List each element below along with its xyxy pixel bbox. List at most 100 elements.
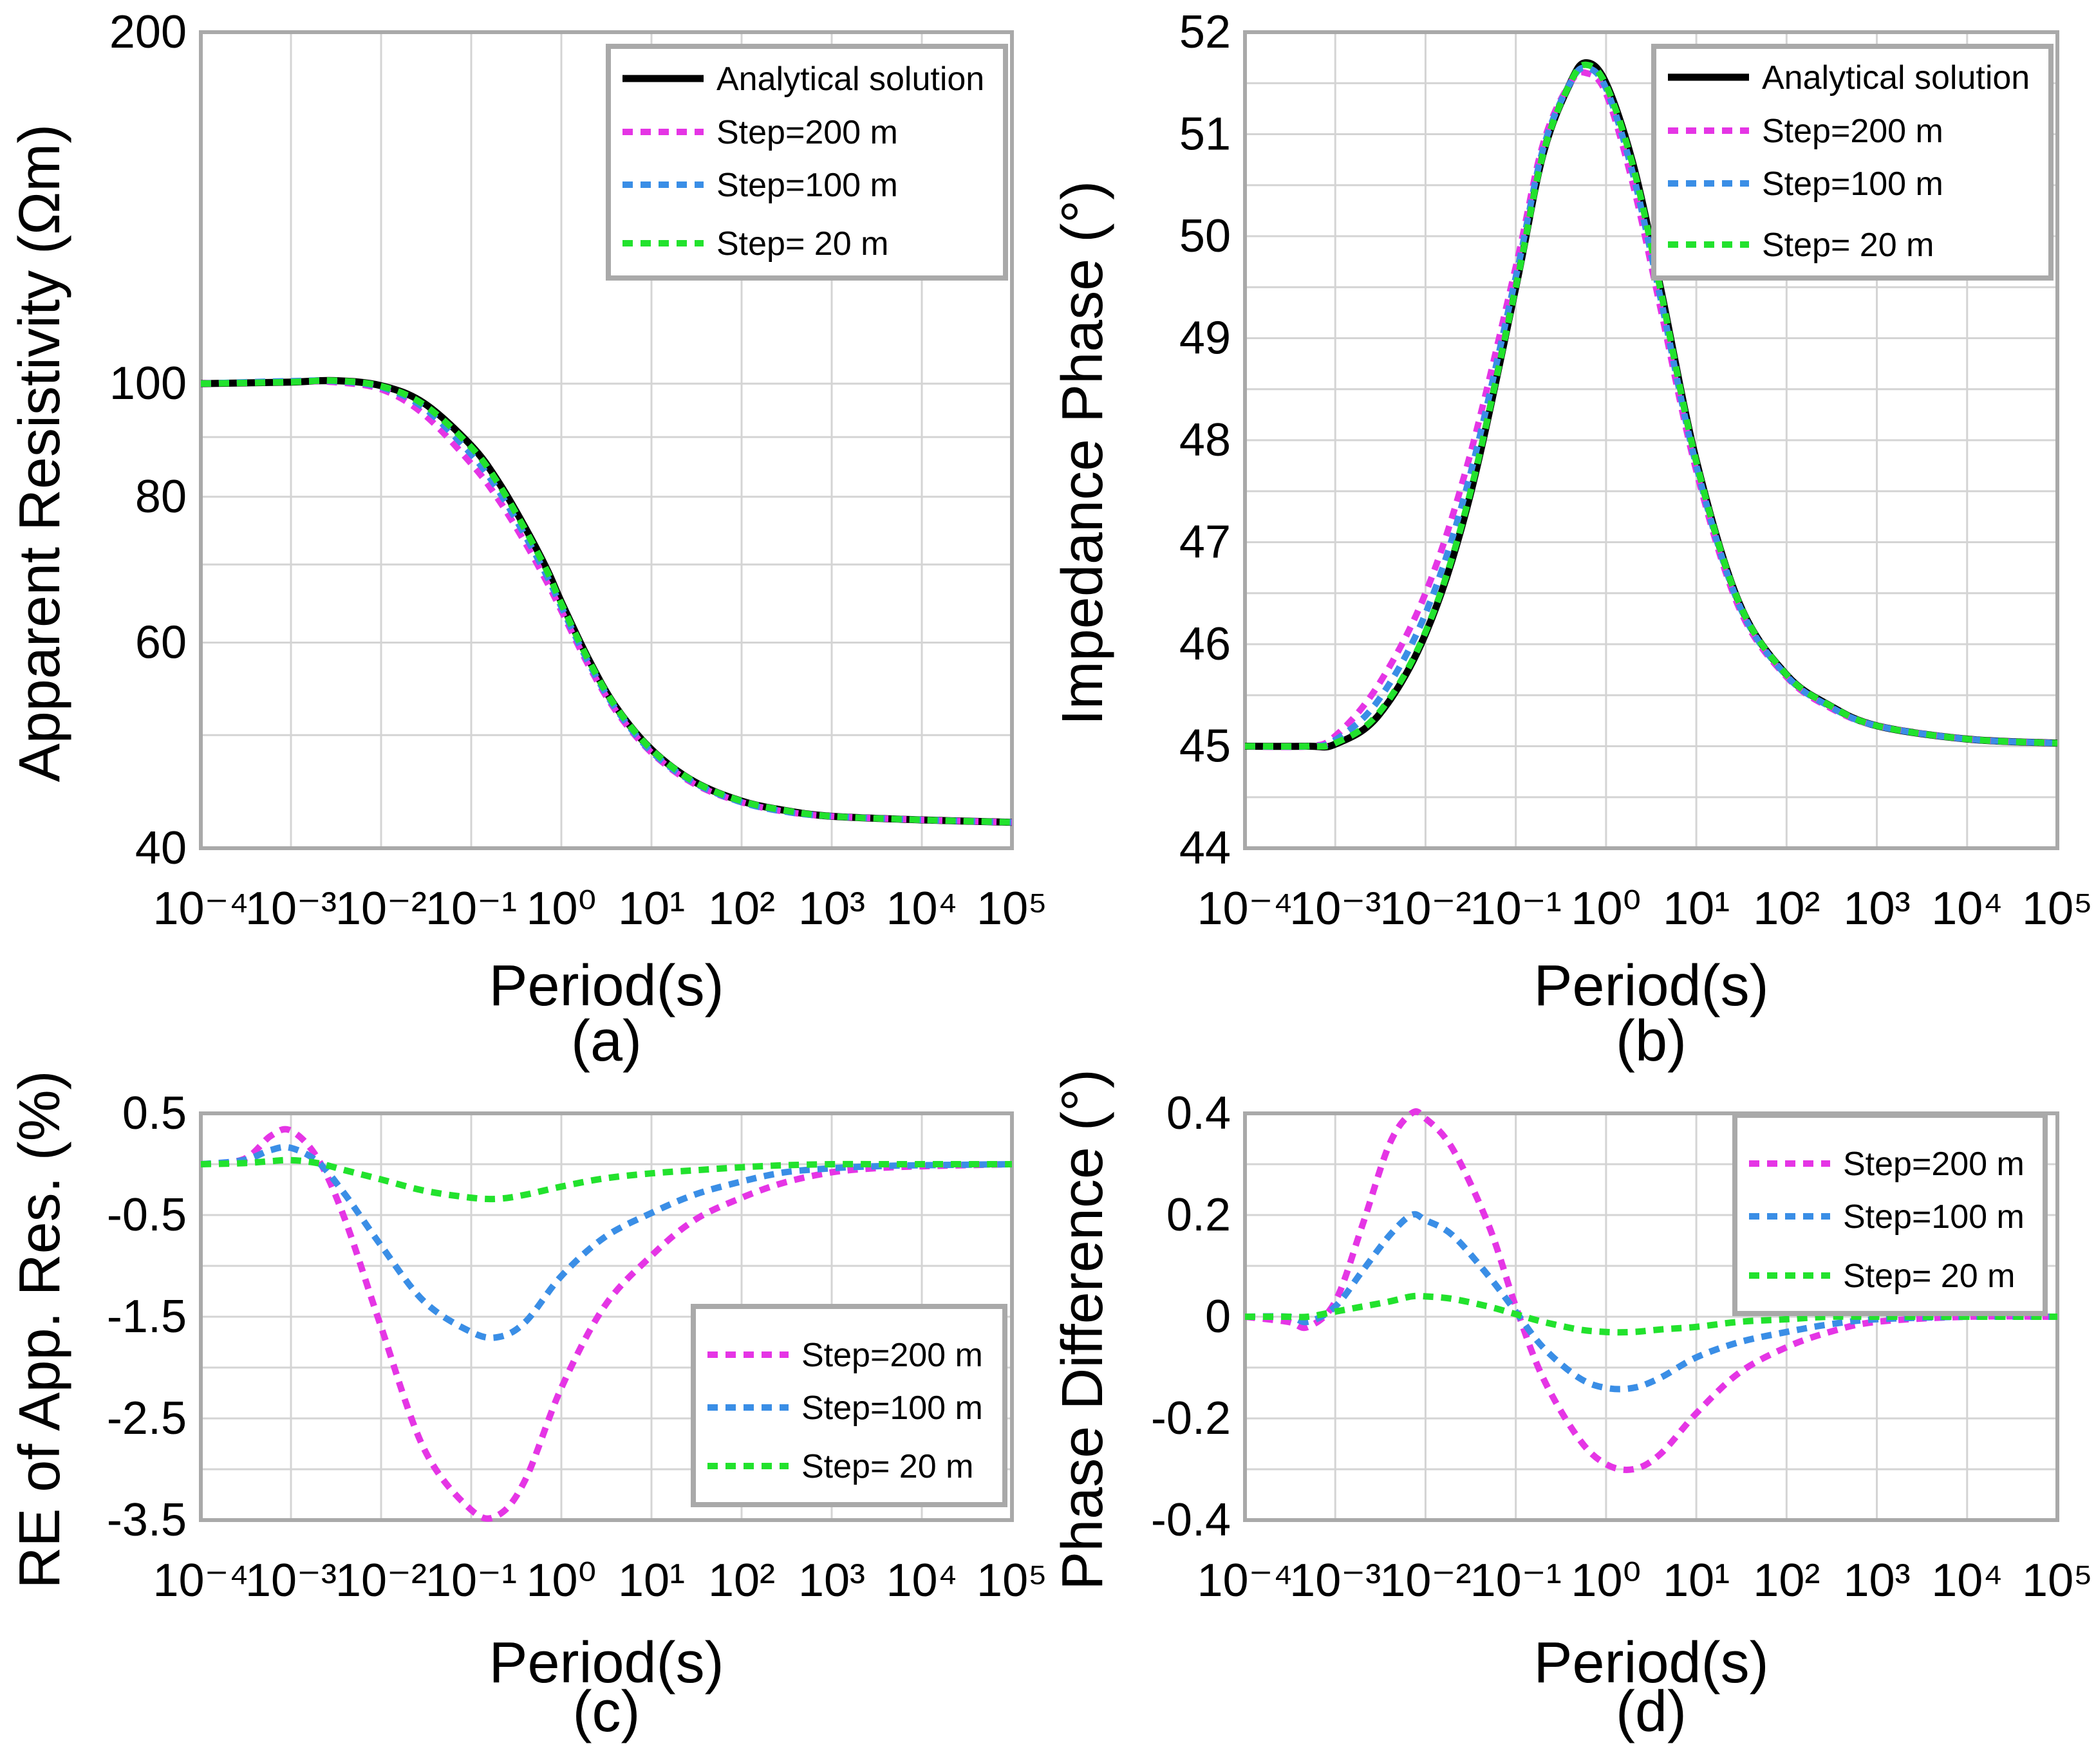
x-tick-label: 10⁻⁴	[1197, 883, 1293, 934]
x-tick-label: 10⁵	[977, 883, 1047, 934]
y-tick-label: 44	[1179, 822, 1231, 874]
x-tick-label: 10⁻²	[1380, 883, 1471, 934]
y-tick-label: -2.5	[107, 1393, 187, 1444]
legend-label: Analytical solution	[1762, 59, 2030, 97]
series-line-step-200-m	[201, 378, 1012, 826]
legend-label: Step= 20 m	[716, 225, 888, 263]
x-tick-label: 10²	[1753, 1555, 1820, 1606]
x-tick-label: 10⁻³	[245, 1555, 337, 1606]
panel-d: 10⁻⁴10⁻³10⁻²10⁻¹ 10⁰ 10¹ 10² 10³ 10⁴ 10⁵ -0.4 -0…	[1051, 1069, 2093, 1744]
panel-label: (c)	[573, 1680, 641, 1744]
legend-label: Analytical solution	[716, 60, 984, 98]
y-tick-label: 0.2	[1166, 1189, 1231, 1241]
legend-label: Step=200 m	[1762, 113, 1943, 150]
series-line-step-100-m	[201, 377, 1012, 826]
x-tick-label: 10⁵	[2022, 1555, 2093, 1606]
y-axis-label: RE of App. Res. (%)	[8, 1070, 72, 1588]
x-tick-label: 10⁻³	[245, 883, 337, 934]
series-line-step-20-m	[201, 377, 1012, 826]
legend: Step=200 m Step=100 m Step= 20 m	[1732, 1113, 2048, 1316]
legend-label: Step=200 m	[801, 1337, 983, 1374]
panel-a: 10⁻⁴10⁻³10⁻²10⁻¹ 10⁰ 10¹ 10² 10³ 10⁴ 10⁵ 40 60 80…	[8, 6, 1047, 1073]
y-tick-label: 100	[109, 358, 187, 409]
x-tick-label: 10⁻²	[335, 883, 427, 934]
y-axis-label: Apparent Resistivity (Ωm)	[8, 124, 72, 783]
x-tick-label: 10³	[1844, 883, 1911, 934]
y-tick-label: 0.4	[1166, 1088, 1231, 1139]
x-tick-label: 10⁴	[1931, 1555, 2003, 1606]
y-tick-label: 48	[1179, 414, 1231, 466]
y-tick-label: 49	[1179, 313, 1231, 364]
x-tick-label: 10⁻⁴	[153, 1555, 248, 1606]
y-tick-label: -0.5	[107, 1189, 187, 1241]
x-tick-label: 10⁻¹	[1470, 883, 1562, 934]
y-tick-label: 47	[1179, 517, 1231, 568]
y-axis-label: Phase Difference (°)	[1051, 1069, 1115, 1590]
legend: Step=200 m Step=100 m Step= 20 m	[691, 1304, 1007, 1507]
legend-label: Step=100 m	[716, 167, 898, 204]
x-tick-label: 10⁻³	[1289, 1555, 1381, 1606]
y-tick-label: -1.5	[107, 1291, 187, 1342]
legend-label: Step=100 m	[1843, 1198, 2025, 1236]
plot-frame	[1243, 30, 2059, 850]
y-tick-label: 50	[1179, 210, 1231, 262]
y-tick-label: 45	[1179, 721, 1231, 772]
x-tick-label: 10⁻²	[1380, 1555, 1471, 1606]
x-tick-label: 10⁰	[1571, 883, 1641, 934]
series-line-step-200-m	[201, 1126, 1012, 1522]
x-tick-label: 10¹	[1663, 1555, 1730, 1606]
x-tick-label: 10⁰	[527, 883, 597, 934]
series-line-step-20-m	[201, 1156, 1012, 1203]
x-axis-label: Period(s)	[489, 954, 724, 1018]
panel-label: (b)	[1616, 1009, 1687, 1073]
legend-label: Step= 20 m	[1843, 1258, 2015, 1295]
series-line-step-100-m	[201, 1144, 1012, 1341]
y-tick-label: 46	[1179, 618, 1231, 670]
x-tick-label: 10¹	[1663, 883, 1730, 934]
legend-box	[606, 44, 1008, 281]
legend-box	[691, 1304, 1007, 1507]
x-tick-label: 10²	[708, 1555, 775, 1606]
y-tick-label: 200	[109, 6, 187, 58]
y-tick-label: 60	[135, 617, 187, 669]
x-tick-label: 10⁻¹	[1470, 1555, 1562, 1606]
x-axis-label: Period(s)	[489, 1631, 724, 1695]
series-line-step-20-m	[1245, 61, 2057, 750]
legend-label: Step= 20 m	[1762, 227, 1934, 264]
x-tick-label: 10⁰	[527, 1555, 597, 1606]
plot-frame	[199, 1111, 1014, 1522]
legend-label: Step=200 m	[716, 114, 898, 151]
x-tick-label: 10²	[708, 883, 775, 934]
series-line-step-100-m	[1245, 1211, 2057, 1393]
x-tick-label: 10⁻¹	[426, 1555, 517, 1606]
legend-label: Step= 20 m	[801, 1448, 973, 1485]
legend-label: Step=100 m	[801, 1389, 983, 1427]
y-tick-label: -0.2	[1151, 1393, 1231, 1444]
y-tick-label: 80	[135, 471, 187, 523]
x-tick-label: 10³	[798, 1555, 865, 1606]
x-axis-label: Period(s)	[1533, 1631, 1768, 1695]
y-axis-label: Impedance Phase (°)	[1051, 181, 1115, 725]
y-tick-label: 51	[1179, 109, 1231, 160]
panel-c: 10⁻⁴10⁻³10⁻²10⁻¹ 10⁰ 10¹ 10² 10³ 10⁴ 10⁵ -3.5 -2…	[8, 1070, 1047, 1744]
legend: Analytical solution Step=200 m Step=100 m S…	[1651, 44, 2054, 281]
x-tick-label: 10³	[798, 883, 865, 934]
legend: Analytical solution Step=200 m Step=100 m S…	[606, 44, 1008, 281]
series-line-step-20-m	[1245, 1292, 2057, 1336]
series-line-analytical-solution	[201, 376, 1012, 826]
x-tick-label: 10⁵	[2022, 883, 2093, 934]
x-tick-label: 10⁵	[977, 1555, 1047, 1606]
x-tick-label: 10¹	[618, 883, 685, 934]
series-line-step-200-m	[1245, 1108, 2057, 1473]
panel-label: (d)	[1616, 1680, 1687, 1744]
plot-frame	[199, 30, 1014, 850]
x-tick-label: 10⁻⁴	[153, 883, 248, 934]
x-tick-label: 10²	[1753, 883, 1820, 934]
x-tick-label: 10³	[1844, 1555, 1911, 1606]
legend-box	[1651, 44, 2054, 281]
y-tick-label: 0	[1205, 1291, 1231, 1342]
y-tick-label: 52	[1179, 6, 1231, 58]
x-tick-label: 10⁻⁴	[1197, 1555, 1293, 1606]
x-tick-label: 10¹	[618, 1555, 685, 1606]
